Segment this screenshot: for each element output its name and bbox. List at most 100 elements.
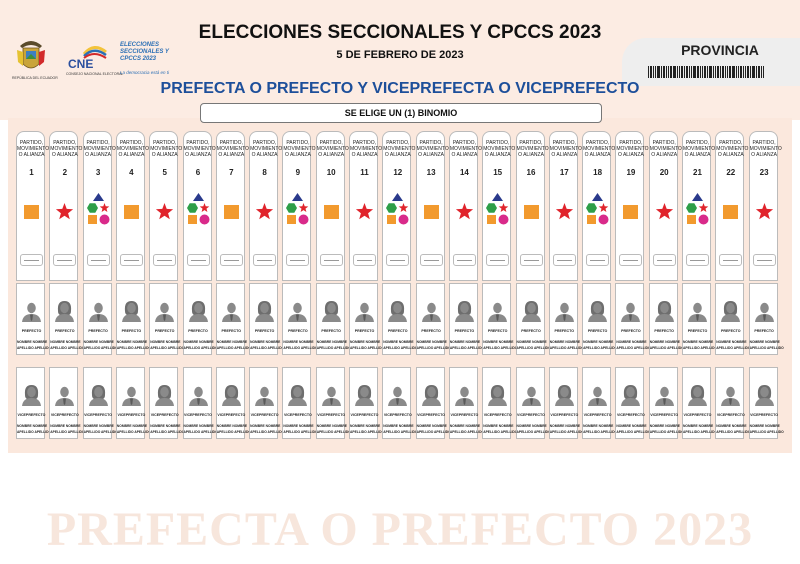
vice-prefect-card[interactable]: VICEPREFECTO NOMBRE NOMBRE APELLIDO APELLI… xyxy=(415,367,451,439)
prefect-card[interactable]: PREFECTO NOMBRE NOMBRE APELLIDO APELLIDO xyxy=(715,283,750,355)
candidate-column[interactable]: PARTIDO, MOVIMIENTO O ALIANZA 23 PREFECTO N… xyxy=(748,131,784,443)
prefect-card[interactable]: PREFECTO NOMBRE NOMBRE APELLIDO APELLIDO xyxy=(49,283,84,355)
vice-prefect-card[interactable]: VICEPREFECTO NOMBRE NOMBRE APELLIDO APELLI… xyxy=(349,367,384,439)
vice-prefect-card[interactable]: VICEPREFECTO NOMBRE NOMBRE APELLIDO APELLI… xyxy=(315,367,351,439)
party-strip[interactable]: PARTIDO, MOVIMIENTO O ALIANZA 8 xyxy=(249,131,282,281)
candidate-column[interactable]: PARTIDO, MOVIMIENTO O ALIANZA 21 PREFECTO N… xyxy=(682,131,717,443)
vote-mark-box[interactable] xyxy=(652,254,676,266)
party-strip[interactable]: PARTIDO, MOVIMIENTO O ALIANZA 18 xyxy=(582,131,615,281)
vice-prefect-card[interactable]: VICEPREFECTO NOMBRE NOMBRE APELLIDO APELLI… xyxy=(682,367,717,439)
vote-mark-box[interactable] xyxy=(119,254,143,266)
party-strip[interactable]: PARTIDO, MOVIMIENTO O ALIANZA 19 xyxy=(615,131,649,281)
vote-mark-box[interactable] xyxy=(452,254,476,266)
prefect-card[interactable]: PREFECTO NOMBRE NOMBRE APELLIDO APELLIDO xyxy=(515,283,551,355)
prefect-card[interactable]: PREFECTO NOMBRE NOMBRE APELLIDO APELLIDO xyxy=(115,283,151,355)
vote-mark-box[interactable] xyxy=(519,254,543,266)
prefect-card[interactable]: PREFECTO NOMBRE NOMBRE APELLIDO APELLIDO xyxy=(382,283,417,355)
party-strip[interactable]: PARTIDO, MOVIMIENTO O ALIANZA 11 xyxy=(349,131,382,281)
party-strip[interactable]: PARTIDO, MOVIMIENTO O ALIANZA 7 xyxy=(215,131,249,281)
party-strip[interactable]: PARTIDO, MOVIMIENTO O ALIANZA 12 xyxy=(382,131,415,281)
party-strip[interactable]: PARTIDO, MOVIMIENTO O ALIANZA 3 xyxy=(82,131,116,281)
party-strip[interactable]: PARTIDO, MOVIMIENTO O ALIANZA 15 xyxy=(482,131,515,281)
candidate-column[interactable]: PARTIDO, MOVIMIENTO O ALIANZA 3 PREFECTO NO… xyxy=(82,131,118,443)
vice-prefect-card[interactable]: VICEPREFECTO NOMBRE NOMBRE APELLIDO APELLI… xyxy=(515,367,551,439)
prefect-card[interactable]: PREFECTO NOMBRE NOMBRE APELLIDO APELLIDO xyxy=(16,283,51,355)
candidate-column[interactable]: PARTIDO, MOVIMIENTO O ALIANZA 6 PREFECTO NO… xyxy=(182,131,218,443)
party-strip[interactable]: PARTIDO, MOVIMIENTO O ALIANZA 6 xyxy=(182,131,216,281)
prefect-card[interactable]: PREFECTO NOMBRE NOMBRE APELLIDO APELLIDO xyxy=(349,283,384,355)
prefect-card[interactable]: PREFECTO NOMBRE NOMBRE APELLIDO APELLIDO xyxy=(482,283,517,355)
vice-prefect-card[interactable]: VICEPREFECTO NOMBRE NOMBRE APELLIDO APELLI… xyxy=(715,367,750,439)
vice-prefect-card[interactable]: VICEPREFECTO NOMBRE NOMBRE APELLIDO APELLI… xyxy=(82,367,118,439)
vote-mark-box[interactable] xyxy=(752,254,776,266)
prefect-card[interactable]: PREFECTO NOMBRE NOMBRE APELLIDO APELLIDO xyxy=(249,283,284,355)
vote-mark-box[interactable] xyxy=(286,254,310,266)
party-strip[interactable]: PARTIDO, MOVIMIENTO O ALIANZA 20 xyxy=(648,131,682,281)
party-strip[interactable]: PARTIDO, MOVIMIENTO O ALIANZA 5 xyxy=(149,131,182,281)
vote-mark-box[interactable] xyxy=(153,254,177,266)
prefect-card[interactable]: PREFECTO NOMBRE NOMBRE APELLIDO APELLIDO xyxy=(548,283,584,355)
candidate-column[interactable]: PARTIDO, MOVIMIENTO O ALIANZA 20 PREFECTO N… xyxy=(648,131,684,443)
candidate-column[interactable]: PARTIDO, MOVIMIENTO O ALIANZA 18 PREFECTO N… xyxy=(582,131,617,443)
vote-mark-box[interactable] xyxy=(586,254,610,266)
candidate-column[interactable]: PARTIDO, MOVIMIENTO O ALIANZA 8 PREFECTO NO… xyxy=(249,131,284,443)
vote-mark-box[interactable] xyxy=(419,254,443,266)
prefect-card[interactable]: PREFECTO NOMBRE NOMBRE APELLIDO APELLIDO xyxy=(582,283,617,355)
vice-prefect-card[interactable]: VICEPREFECTO NOMBRE NOMBRE APELLIDO APELLI… xyxy=(215,367,251,439)
vice-prefect-card[interactable]: VICEPREFECTO NOMBRE NOMBRE APELLIDO APELLI… xyxy=(249,367,284,439)
candidate-column[interactable]: PARTIDO, MOVIMIENTO O ALIANZA 1 PREFECTO NO… xyxy=(16,131,51,443)
candidate-column[interactable]: PARTIDO, MOVIMIENTO O ALIANZA 2 PREFECTO NO… xyxy=(49,131,84,443)
prefect-card[interactable]: PREFECTO NOMBRE NOMBRE APELLIDO APELLIDO xyxy=(415,283,451,355)
candidate-column[interactable]: PARTIDO, MOVIMIENTO O ALIANZA 17 PREFECTO N… xyxy=(548,131,584,443)
vice-prefect-card[interactable]: VICEPREFECTO NOMBRE NOMBRE APELLIDO APELLI… xyxy=(582,367,617,439)
party-strip[interactable]: PARTIDO, MOVIMIENTO O ALIANZA 9 xyxy=(282,131,316,281)
vice-prefect-card[interactable]: VICEPREFECTO NOMBRE NOMBRE APELLIDO APELLI… xyxy=(448,367,484,439)
candidate-column[interactable]: PARTIDO, MOVIMIENTO O ALIANZA 15 PREFECTO N… xyxy=(482,131,517,443)
party-strip[interactable]: PARTIDO, MOVIMIENTO O ALIANZA 22 xyxy=(715,131,748,281)
prefect-card[interactable]: PREFECTO NOMBRE NOMBRE APELLIDO APELLIDO xyxy=(282,283,318,355)
vote-mark-box[interactable] xyxy=(686,254,709,266)
vice-prefect-card[interactable]: VICEPREFECTO NOMBRE NOMBRE APELLIDO APELLI… xyxy=(482,367,517,439)
candidate-column[interactable]: PARTIDO, MOVIMIENTO O ALIANZA 22 PREFECTO N… xyxy=(715,131,750,443)
vote-mark-box[interactable] xyxy=(386,254,410,266)
prefect-card[interactable]: PREFECTO NOMBRE NOMBRE APELLIDO APELLIDO xyxy=(215,283,251,355)
vote-mark-box[interactable] xyxy=(219,254,243,266)
vice-prefect-card[interactable]: VICEPREFECTO NOMBRE NOMBRE APELLIDO APELLI… xyxy=(382,367,417,439)
prefect-card[interactable]: PREFECTO NOMBRE NOMBRE APELLIDO APELLIDO xyxy=(615,283,651,355)
vote-mark-box[interactable] xyxy=(619,254,643,266)
party-strip[interactable]: PARTIDO, MOVIMIENTO O ALIANZA 14 xyxy=(448,131,482,281)
candidate-column[interactable]: PARTIDO, MOVIMIENTO O ALIANZA 13 PREFECTO N… xyxy=(415,131,451,443)
vice-prefect-card[interactable]: VICEPREFECTO NOMBRE NOMBRE APELLIDO APELLI… xyxy=(548,367,584,439)
vote-mark-box[interactable] xyxy=(486,254,510,266)
vice-prefect-card[interactable]: VICEPREFECTO NOMBRE NOMBRE APELLIDO APELLI… xyxy=(182,367,218,439)
prefect-card[interactable]: PREFECTO NOMBRE NOMBRE APELLIDO APELLIDO xyxy=(682,283,717,355)
party-strip[interactable]: PARTIDO, MOVIMIENTO O ALIANZA 17 xyxy=(548,131,582,281)
vice-prefect-card[interactable]: VICEPREFECTO NOMBRE NOMBRE APELLIDO APELLI… xyxy=(49,367,84,439)
prefect-card[interactable]: PREFECTO NOMBRE NOMBRE APELLIDO APELLIDO xyxy=(82,283,118,355)
vice-prefect-card[interactable]: VICEPREFECTO NOMBRE NOMBRE APELLIDO APELLI… xyxy=(115,367,151,439)
prefect-card[interactable]: PREFECTO NOMBRE NOMBRE APELLIDO APELLIDO xyxy=(448,283,484,355)
vote-mark-box[interactable] xyxy=(53,254,77,266)
vice-prefect-card[interactable]: VICEPREFECTO NOMBRE NOMBRE APELLIDO APELLI… xyxy=(648,367,684,439)
party-strip[interactable]: PARTIDO, MOVIMIENTO O ALIANZA 23 xyxy=(748,131,782,281)
prefect-card[interactable]: PREFECTO NOMBRE NOMBRE APELLIDO APELLIDO xyxy=(149,283,184,355)
party-strip[interactable]: PARTIDO, MOVIMIENTO O ALIANZA 16 xyxy=(515,131,549,281)
prefect-card[interactable]: PREFECTO NOMBRE NOMBRE APELLIDO APELLIDO xyxy=(182,283,218,355)
vote-mark-box[interactable] xyxy=(186,254,210,266)
vice-prefect-card[interactable]: VICEPREFECTO NOMBRE NOMBRE APELLIDO APELLI… xyxy=(149,367,184,439)
party-strip[interactable]: PARTIDO, MOVIMIENTO O ALIANZA 1 xyxy=(16,131,49,281)
party-strip[interactable]: PARTIDO, MOVIMIENTO O ALIANZA 2 xyxy=(49,131,82,281)
vote-mark-box[interactable] xyxy=(353,254,376,266)
vice-prefect-card[interactable]: VICEPREFECTO NOMBRE NOMBRE APELLIDO APELLI… xyxy=(16,367,51,439)
prefect-card[interactable]: PREFECTO NOMBRE NOMBRE APELLIDO APELLIDO xyxy=(648,283,684,355)
prefect-card[interactable]: PREFECTO NOMBRE NOMBRE APELLIDO APELLIDO xyxy=(748,283,784,355)
vote-mark-box[interactable] xyxy=(253,254,277,266)
party-strip[interactable]: PARTIDO, MOVIMIENTO O ALIANZA 21 xyxy=(682,131,715,281)
vice-prefect-card[interactable]: VICEPREFECTO NOMBRE NOMBRE APELLIDO APELLI… xyxy=(282,367,318,439)
candidate-column[interactable]: PARTIDO, MOVIMIENTO O ALIANZA 4 PREFECTO NO… xyxy=(115,131,151,443)
candidate-column[interactable]: PARTIDO, MOVIMIENTO O ALIANZA 7 PREFECTO NO… xyxy=(215,131,251,443)
vote-mark-box[interactable] xyxy=(20,254,43,266)
party-strip[interactable]: PARTIDO, MOVIMIENTO O ALIANZA 10 xyxy=(315,131,349,281)
candidate-column[interactable]: PARTIDO, MOVIMIENTO O ALIANZA 11 PREFECTO N… xyxy=(349,131,384,443)
candidate-column[interactable]: PARTIDO, MOVIMIENTO O ALIANZA 10 PREFECTO N… xyxy=(315,131,351,443)
